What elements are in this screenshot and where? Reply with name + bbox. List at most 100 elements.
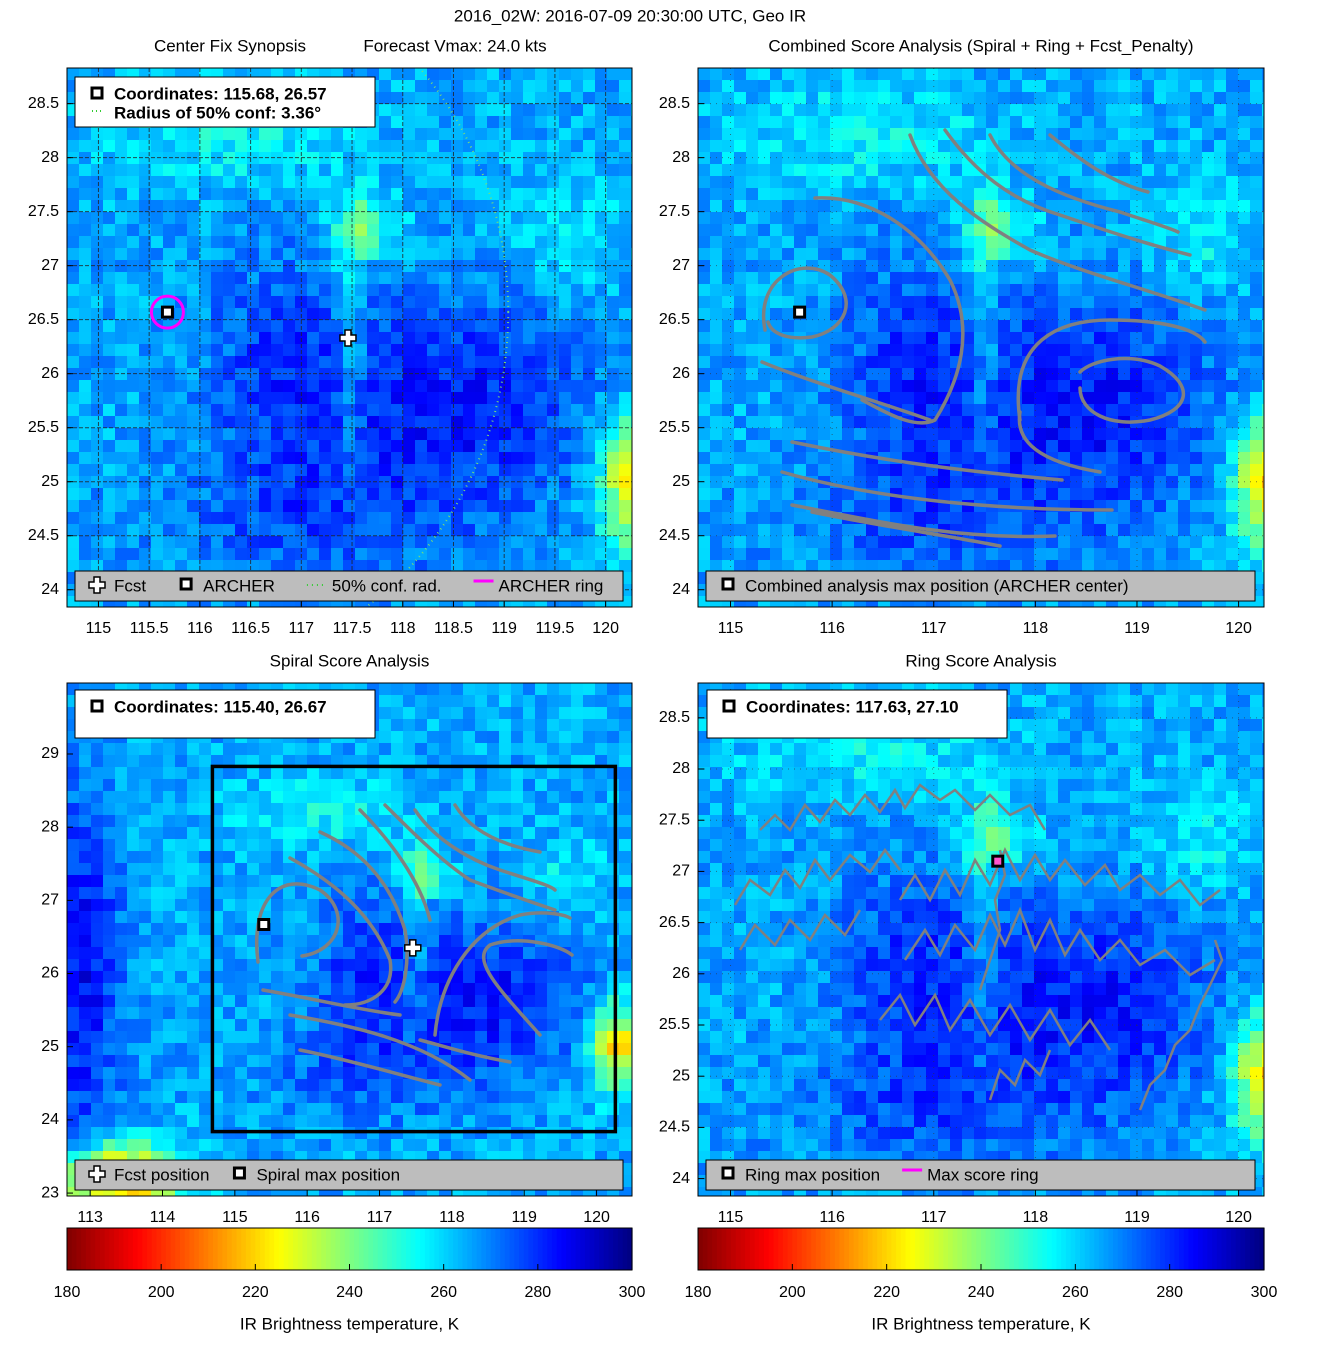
pixel (1070, 416, 1083, 429)
pixel (187, 512, 200, 525)
pixel (271, 560, 284, 573)
pixel (1214, 344, 1227, 357)
pixel (878, 80, 891, 93)
pixel (163, 959, 176, 972)
pixel (619, 248, 632, 261)
pixel (487, 116, 500, 129)
pixel (559, 320, 572, 333)
pixel (595, 500, 608, 513)
pixel (1082, 296, 1095, 309)
pixel (79, 1115, 92, 1128)
pixel (583, 356, 596, 369)
pixel (487, 236, 500, 249)
pixel (487, 392, 500, 405)
pixel (1214, 332, 1227, 345)
pixel (331, 356, 344, 369)
pixel (283, 368, 296, 381)
pixel (139, 1043, 152, 1056)
pixel (854, 104, 867, 117)
pixel (91, 815, 104, 828)
pixel (139, 1079, 152, 1092)
pixel (746, 128, 759, 141)
pixel (1178, 92, 1191, 105)
pixel (1238, 392, 1251, 405)
pixel (559, 212, 572, 225)
pixel (914, 128, 927, 141)
pixel (571, 248, 584, 261)
pixel (139, 923, 152, 936)
pixel (559, 368, 572, 381)
pixel (79, 971, 92, 984)
pixel (758, 368, 771, 381)
pixel (1010, 224, 1023, 237)
pixel (1118, 380, 1131, 393)
pixel (1226, 164, 1239, 177)
pixel (439, 560, 452, 573)
pixel (451, 104, 464, 117)
pixel (79, 536, 92, 549)
pixel (1070, 116, 1083, 129)
pixel (710, 236, 723, 249)
pixel (878, 224, 891, 237)
pixel (151, 755, 164, 768)
pixel (91, 1103, 104, 1116)
pixel (974, 308, 987, 321)
pixel (67, 140, 80, 153)
pixel (139, 476, 152, 489)
pixel (1250, 104, 1263, 117)
pixel (1130, 92, 1143, 105)
pixel (199, 1103, 212, 1116)
pixel (950, 152, 963, 165)
pixel (974, 380, 987, 393)
pixel (535, 296, 548, 309)
pixel (1022, 152, 1035, 165)
pixel (962, 212, 975, 225)
pixel (1226, 236, 1239, 249)
pixel (902, 476, 915, 489)
pixel (950, 116, 963, 129)
pixel (1166, 212, 1179, 225)
pixel (619, 284, 632, 297)
pixel (115, 1187, 128, 1196)
pixel (379, 452, 392, 465)
pixel (1142, 368, 1155, 381)
pixel (1178, 416, 1191, 429)
pixel (1058, 560, 1071, 573)
pixel (535, 332, 548, 345)
pixel (523, 128, 536, 141)
pixel (830, 224, 843, 237)
pixel (866, 128, 879, 141)
pixel (511, 452, 524, 465)
pixel (1082, 308, 1095, 321)
pixel (415, 296, 428, 309)
pixel (986, 272, 999, 285)
pixel (103, 1079, 116, 1092)
pixel (1034, 332, 1047, 345)
pixel (199, 1187, 212, 1196)
pixel (842, 416, 855, 429)
pixel (223, 332, 236, 345)
pixel (926, 392, 939, 405)
pixel (902, 260, 915, 273)
pixel (283, 236, 296, 249)
pixel (187, 947, 200, 960)
pixel (247, 308, 260, 321)
pixel (1238, 488, 1251, 501)
pixel (631, 236, 632, 249)
pixel (223, 308, 236, 321)
pixel (187, 200, 200, 213)
pixel (1046, 260, 1059, 273)
pixel (734, 512, 747, 525)
pixel (986, 296, 999, 309)
pixel (79, 815, 92, 828)
pixel (583, 536, 596, 549)
pixel (187, 272, 200, 285)
pixel (355, 152, 368, 165)
pixel (487, 140, 500, 153)
pixel (986, 368, 999, 381)
pixel (511, 68, 524, 81)
pixel (235, 416, 248, 429)
pixel (475, 236, 488, 249)
pixel (950, 512, 963, 525)
